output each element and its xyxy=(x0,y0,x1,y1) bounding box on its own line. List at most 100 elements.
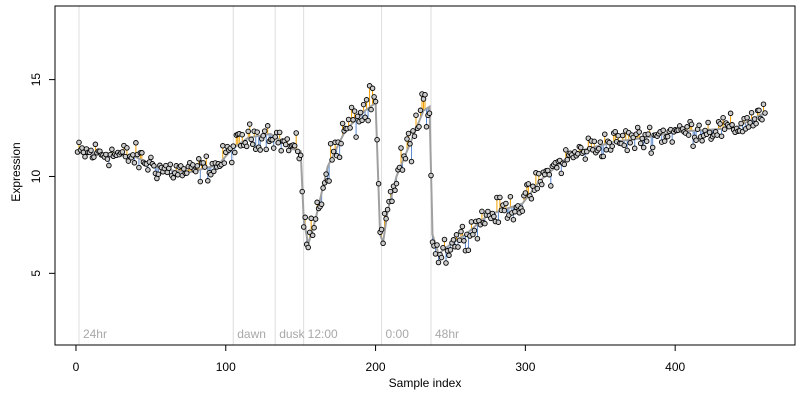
data-point-155 xyxy=(305,244,311,251)
data-point-99 xyxy=(221,160,228,166)
data-point-293 xyxy=(512,208,518,215)
data-point-192 xyxy=(360,101,367,108)
data-point-226 xyxy=(411,133,418,139)
data-point-12 xyxy=(91,154,97,160)
data-point-98 xyxy=(220,143,226,149)
data-point-259 xyxy=(461,238,467,244)
data-point-451 xyxy=(748,109,755,116)
data-point-172 xyxy=(330,148,337,155)
data-point-384 xyxy=(648,150,654,156)
data-point-416 xyxy=(696,122,702,129)
data-point-164 xyxy=(318,201,325,207)
data-point-302 xyxy=(525,181,532,187)
data-point-346 xyxy=(591,138,598,145)
data-point-264 xyxy=(468,219,475,225)
data-point-78 xyxy=(190,162,196,168)
data-point-370 xyxy=(627,140,633,146)
data-point-433 xyxy=(721,126,728,132)
data-point-195 xyxy=(365,117,371,124)
data-point-177 xyxy=(338,140,344,147)
data-point-279 xyxy=(491,213,497,220)
data-point-167 xyxy=(323,171,329,177)
marker-label-1: dawn xyxy=(237,327,266,341)
data-point-360 xyxy=(612,128,618,135)
y-axis-label: Expression xyxy=(9,142,23,201)
data-points xyxy=(74,83,768,266)
data-point-366 xyxy=(621,142,627,149)
marker-label-2: dusk xyxy=(279,327,305,341)
data-point-327 xyxy=(563,147,569,153)
data-point-223 xyxy=(407,141,413,147)
data-point-104 xyxy=(229,159,235,166)
data-point-240 xyxy=(432,251,439,257)
data-point-234 xyxy=(423,124,430,130)
data-point-80 xyxy=(193,168,199,175)
data-point-459 xyxy=(760,101,767,107)
data-point-456 xyxy=(756,107,762,114)
data-point-408 xyxy=(684,124,690,130)
data-point-83 xyxy=(197,178,204,185)
marker-labels: 24hr dawn dusk 12:00 0:00 48hr xyxy=(83,327,459,341)
data-point-141 xyxy=(284,136,290,142)
data-point-418 xyxy=(699,138,705,144)
data-point-151 xyxy=(299,188,305,195)
data-point-204 xyxy=(378,226,385,233)
data-point-229 xyxy=(416,123,422,130)
data-point-225 xyxy=(410,128,416,134)
data-point-444 xyxy=(738,120,744,127)
data-point-412 xyxy=(690,143,696,149)
data-point-161 xyxy=(314,199,320,206)
data-point-271 xyxy=(479,208,485,215)
data-point-117 xyxy=(248,136,254,143)
data-point-22 xyxy=(106,162,112,169)
data-point-34 xyxy=(124,145,130,151)
data-point-432 xyxy=(720,114,726,121)
data-point-52 xyxy=(151,163,157,169)
data-point-208 xyxy=(384,206,391,213)
data-point-311 xyxy=(539,181,545,188)
data-point-350 xyxy=(597,139,604,145)
data-point-422 xyxy=(705,119,711,126)
data-point-423 xyxy=(706,129,713,136)
data-point-150 xyxy=(297,152,304,159)
y-tick-label-0: 5 xyxy=(29,270,43,277)
data-point-437 xyxy=(727,110,734,117)
data-point-365 xyxy=(619,132,626,139)
data-point-381 xyxy=(643,138,650,144)
data-point-201 xyxy=(374,136,380,143)
data-point-337 xyxy=(578,144,584,151)
x-axis-label: Sample index xyxy=(389,376,462,390)
data-point-135 xyxy=(275,139,281,146)
data-point-308 xyxy=(534,185,541,192)
data-point-224 xyxy=(408,158,415,165)
data-point-188 xyxy=(354,113,361,120)
data-point-262 xyxy=(465,247,472,253)
data-point-304 xyxy=(528,196,535,202)
data-point-40 xyxy=(133,140,139,146)
data-point-137 xyxy=(278,147,284,154)
data-point-158 xyxy=(309,232,316,239)
data-point-88 xyxy=(205,178,211,184)
data-point-335 xyxy=(575,151,581,157)
data-point-340 xyxy=(582,156,589,162)
data-point-247 xyxy=(443,260,449,266)
data-point-31 xyxy=(119,149,126,155)
data-point-273 xyxy=(482,220,488,227)
data-point-126 xyxy=(261,128,268,134)
data-point-183 xyxy=(347,125,353,131)
data-point-321 xyxy=(554,164,560,171)
marker-label-5: 48hr xyxy=(435,327,459,341)
data-point-237 xyxy=(428,172,434,179)
data-point-92 xyxy=(211,168,217,175)
data-point-152 xyxy=(300,224,307,230)
data-point-286 xyxy=(501,207,508,214)
marker-label-4: 0:00 xyxy=(386,327,410,341)
data-point-44 xyxy=(139,150,145,156)
data-point-214 xyxy=(393,180,400,187)
data-point-256 xyxy=(456,237,463,243)
data-point-140 xyxy=(282,141,289,148)
data-point-198 xyxy=(369,85,376,92)
data-point-383 xyxy=(646,124,653,131)
data-point-453 xyxy=(751,116,758,122)
